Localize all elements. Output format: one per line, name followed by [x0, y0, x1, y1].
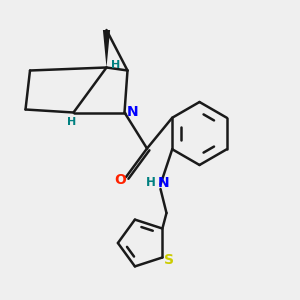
Text: S: S — [164, 253, 174, 267]
Text: H: H — [68, 117, 76, 127]
Text: O: O — [114, 173, 126, 187]
Text: N: N — [158, 176, 169, 190]
Polygon shape — [103, 30, 110, 68]
Text: H: H — [112, 59, 121, 70]
Text: N: N — [127, 106, 139, 119]
Text: H: H — [146, 176, 156, 190]
